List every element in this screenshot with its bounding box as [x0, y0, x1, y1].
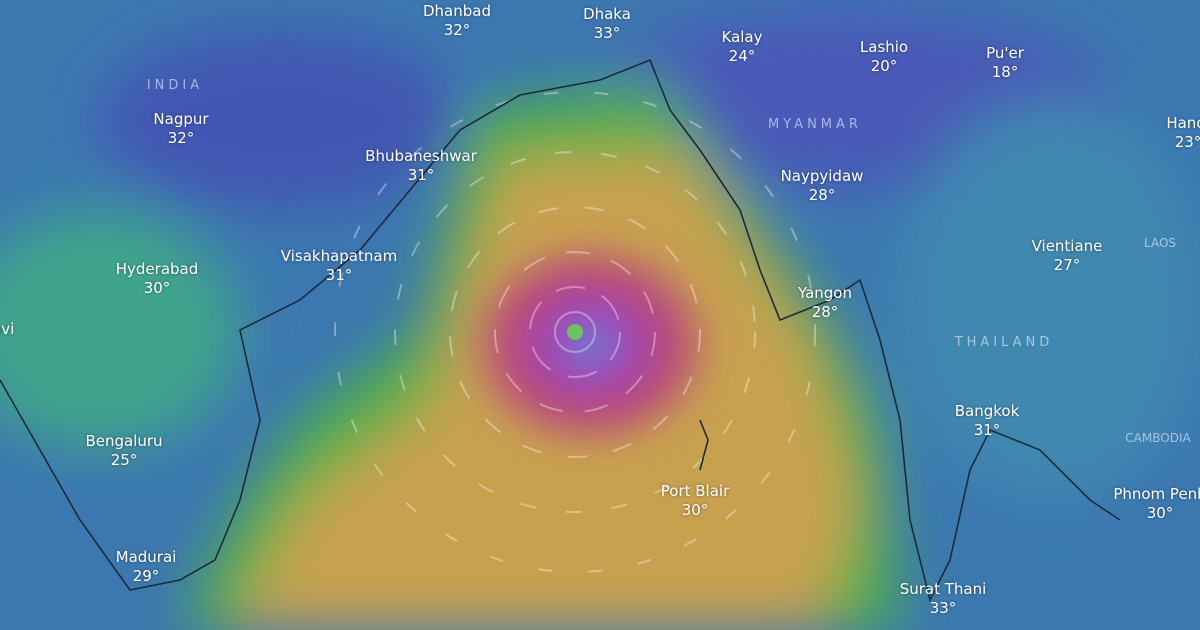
city-label[interactable]: Madurai 29°: [116, 548, 177, 586]
city-name: Bangkok: [954, 402, 1020, 420]
city-temperature: 25°: [110, 451, 138, 469]
city-temperature: 31°: [407, 166, 435, 184]
city-label[interactable]: Dhaka 33°: [583, 5, 631, 43]
city-label[interactable]: Hanoi23°: [1166, 114, 1200, 152]
city-label[interactable]: Dhanbad 32°: [423, 2, 491, 40]
city-label[interactable]: Nagpur 32°: [153, 110, 208, 148]
city-label[interactable]: Belagavi25°: [0, 320, 14, 358]
city-name: Madurai: [115, 548, 177, 566]
city-temperature: 30°: [143, 279, 171, 297]
city-temperature: 28°: [811, 303, 839, 321]
city-name: Hyderabad: [115, 260, 199, 278]
city-label[interactable]: Bangkok 31°: [955, 402, 1020, 440]
city-temperature: 24°: [728, 47, 756, 65]
city-temperature: 32°: [167, 129, 195, 147]
city-name: Phnom Penh: [1113, 485, 1200, 503]
country-label: THAILAND: [954, 335, 1054, 350]
city-label[interactable]: Naypyidaw 28°: [781, 167, 864, 205]
city-name: Pu'er: [986, 44, 1024, 62]
cyclone-core: [460, 235, 720, 455]
city-temperature: 23°: [1174, 133, 1200, 151]
city-temperature: 30°: [1146, 504, 1174, 522]
city-temperature: 31°: [325, 266, 353, 284]
city-label[interactable]: Kalay 24°: [721, 28, 762, 66]
city-name: Kalay: [721, 28, 763, 46]
city-label[interactable]: Port Blair 30°: [661, 482, 730, 520]
city-temperature: 32°: [443, 21, 471, 39]
city-name: Naypyidaw: [780, 167, 864, 185]
city-label[interactable]: Surat Thani 33°: [900, 580, 987, 618]
city-name: Vientiane: [1031, 237, 1103, 255]
city-temperature: 31°: [973, 421, 1001, 439]
city-temperature: 28°: [808, 186, 836, 204]
city-name: Nagpur: [153, 110, 209, 128]
city-name: Port Blair: [660, 482, 730, 500]
city-label[interactable]: Vientiane 27°: [1032, 237, 1103, 275]
city-label[interactable]: Bhubaneshwar 31°: [365, 147, 477, 185]
country-label: INDIA: [146, 78, 204, 93]
city-temperature: 30°: [681, 501, 709, 519]
city-temperature: 33°: [929, 599, 957, 617]
city-temperature: 20°: [870, 57, 898, 75]
city-name: Surat Thani: [899, 580, 987, 598]
country-label: CAMBODIA: [1125, 431, 1191, 445]
city-label[interactable]: Yangon 28°: [798, 284, 852, 322]
city-temperature: 25°: [0, 339, 14, 358]
city-name: Visakhapatnam: [280, 247, 398, 265]
city-name: Hanoi: [1166, 114, 1200, 132]
city-name: Yangon: [797, 284, 853, 302]
city-name: Bengaluru: [85, 432, 163, 450]
city-label[interactable]: Hyderabad 30°: [116, 260, 199, 298]
city-temperature: 29°: [132, 567, 160, 585]
city-name: Belagavi: [0, 320, 15, 338]
city-name: Dhaka: [583, 5, 631, 23]
city-temperature: 18°: [991, 63, 1019, 81]
city-label[interactable]: Bengaluru 25°: [85, 432, 162, 470]
cyclone-eye: [567, 324, 583, 340]
city-temperature: 33°: [593, 24, 621, 42]
city-label[interactable]: Lashio 20°: [860, 38, 908, 76]
city-label[interactable]: Visakhapatnam 31°: [281, 247, 397, 285]
country-label: LAOS: [1143, 236, 1177, 250]
coastline: [0, 58, 1121, 603]
city-label[interactable]: Phnom Penh 30°: [1113, 485, 1200, 523]
country-label: MYANMAR: [768, 117, 862, 132]
city-name: Bhubaneshwar: [365, 147, 477, 165]
city-temperature: 27°: [1053, 256, 1081, 274]
cyclone-spiral: [334, 91, 816, 573]
city-name: Lashio: [859, 38, 909, 56]
city-name: Dhanbad: [423, 2, 491, 20]
city-label[interactable]: Pu'er 18°: [986, 44, 1024, 82]
